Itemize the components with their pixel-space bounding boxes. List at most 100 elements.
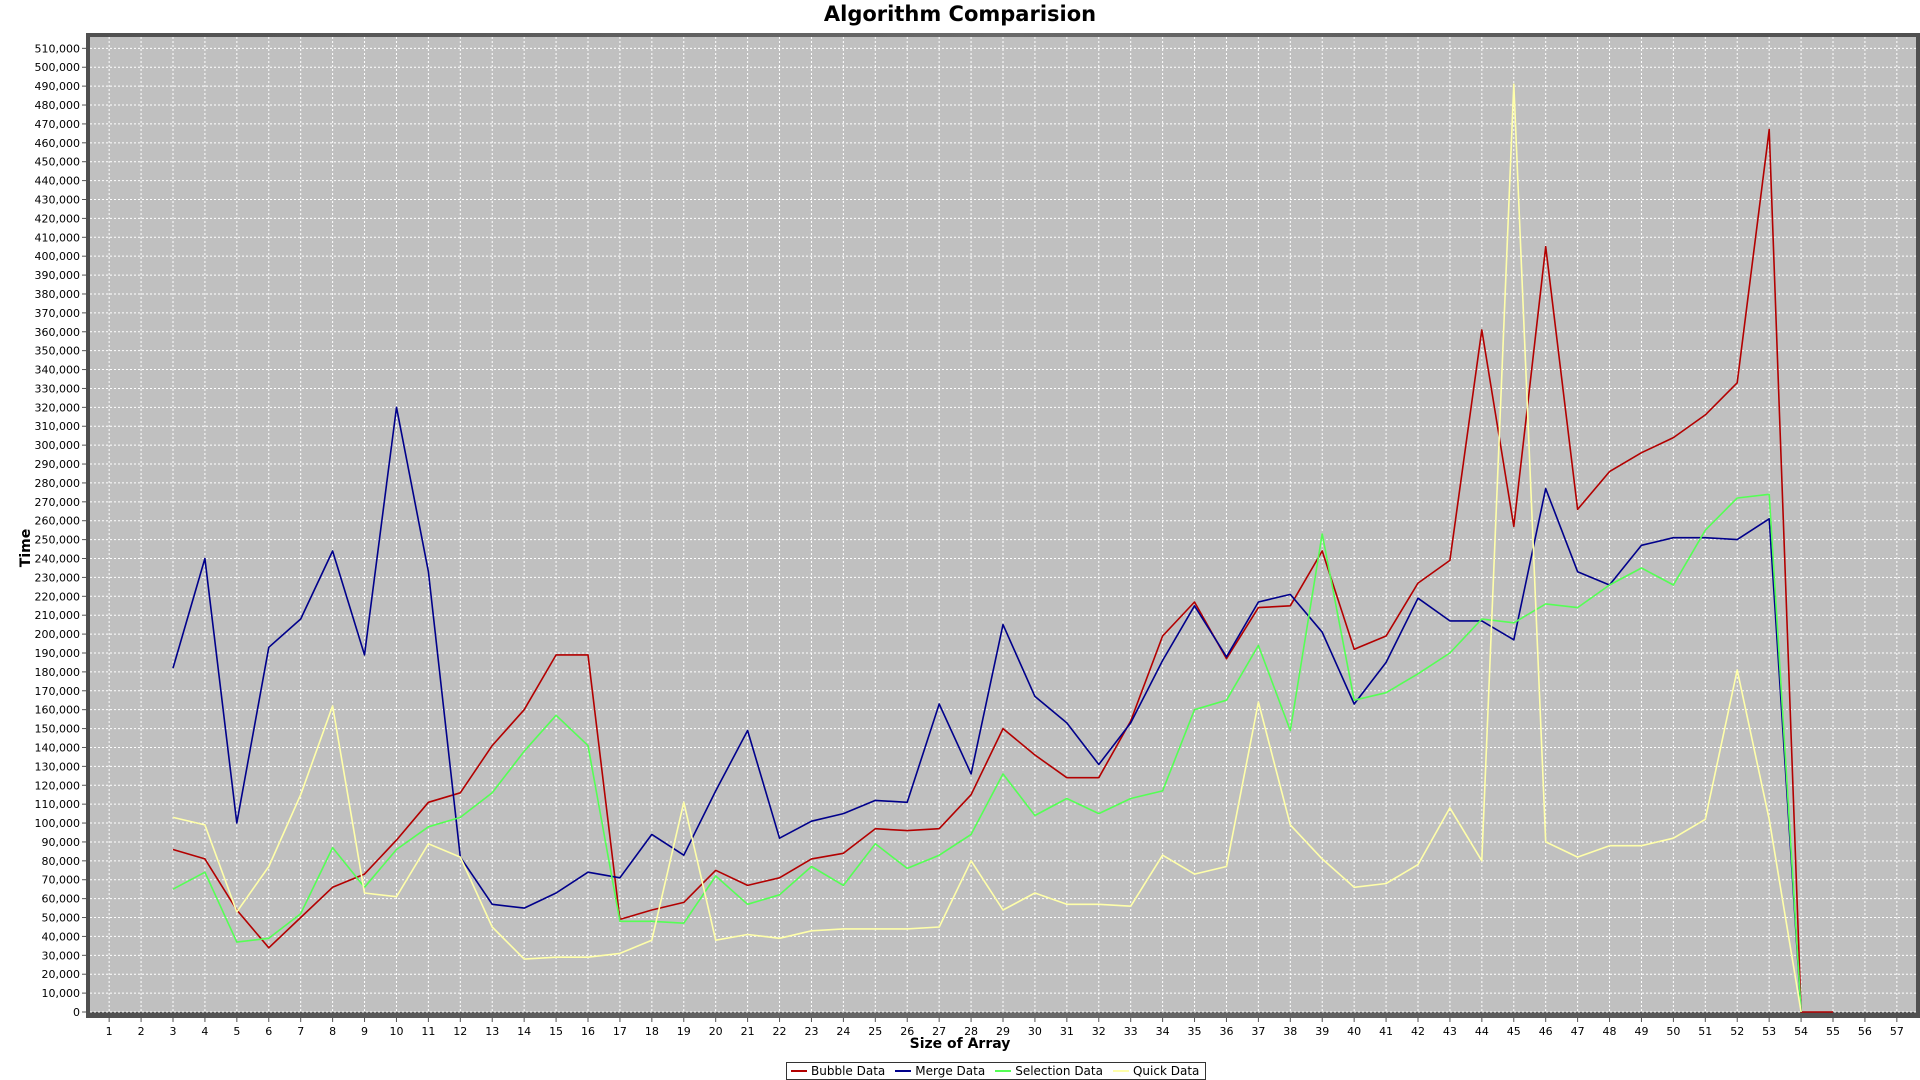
x-tick-label: 38: [1283, 1025, 1297, 1038]
x-tick-label: 41: [1379, 1025, 1393, 1038]
x-tick-label: 1: [106, 1025, 113, 1038]
x-tick-label: 4: [201, 1025, 208, 1038]
x-tick-label: 17: [613, 1025, 627, 1038]
y-tick-label: 370,000: [35, 307, 81, 320]
x-tick-label: 29: [996, 1025, 1010, 1038]
x-tick-label: 47: [1571, 1025, 1585, 1038]
y-tick-label: 70,000: [42, 874, 81, 887]
y-tick-label: 330,000: [35, 382, 81, 395]
y-tick-label: 290,000: [35, 458, 81, 471]
chart-title: Algorithm Comparision: [823, 2, 1097, 26]
y-tick-label: 270,000: [35, 496, 81, 509]
y-tick-label: 340,000: [35, 364, 81, 377]
x-tick-label: 15: [549, 1025, 563, 1038]
y-tick-label: 510,000: [35, 42, 81, 55]
x-tick-label: 56: [1858, 1025, 1872, 1038]
x-tick-label: 2: [138, 1025, 145, 1038]
y-tick-label: 400,000: [35, 250, 81, 263]
y-tick-label: 230,000: [35, 571, 81, 584]
y-tick-label: 220,000: [35, 590, 81, 603]
x-tick-label: 26: [900, 1025, 914, 1038]
x-tick-label: 27: [932, 1025, 946, 1038]
x-tick-label: 21: [741, 1025, 755, 1038]
y-tick-label: 420,000: [35, 212, 81, 225]
y-tick-label: 50,000: [42, 912, 81, 925]
x-tick-label: 32: [1092, 1025, 1106, 1038]
y-tick-label: 0: [73, 1006, 80, 1019]
series-line-bubble-data: [172, 128, 1833, 1013]
y-tick-label: 440,000: [35, 175, 81, 188]
x-tick-label: 19: [677, 1025, 691, 1038]
legend-swatch: [791, 1070, 807, 1072]
x-tick-label: 31: [1060, 1025, 1074, 1038]
legend-label: Merge Data: [915, 1064, 986, 1078]
x-tick-label: 43: [1443, 1025, 1457, 1038]
x-tick-label: 50: [1666, 1025, 1680, 1038]
legend: Bubble Data Merge Data Selection Data Quick…: [786, 1062, 1207, 1080]
y-tick-label: 190,000: [35, 647, 81, 660]
y-tick-label: 210,000: [35, 609, 81, 622]
legend-swatch: [895, 1070, 912, 1072]
y-tick-label: 170,000: [35, 685, 81, 698]
x-tick-label: 36: [1219, 1025, 1233, 1038]
x-tick-label: 34: [1156, 1025, 1170, 1038]
x-tick-label: 12: [453, 1025, 467, 1038]
y-tick-label: 20,000: [42, 968, 81, 981]
x-tick-label: 22: [773, 1025, 787, 1038]
y-tick-label: 100,000: [35, 817, 81, 830]
x-tick-label: 25: [868, 1025, 882, 1038]
y-tick-label: 280,000: [35, 477, 81, 490]
y-tick-label: 480,000: [35, 99, 81, 112]
y-tick-label: 470,000: [35, 118, 81, 131]
y-tick-label: 430,000: [35, 194, 81, 207]
x-tick-label: 51: [1698, 1025, 1712, 1038]
legend-swatch: [995, 1070, 1012, 1072]
y-tick-label: 180,000: [35, 666, 81, 679]
x-tick-label: 10: [389, 1025, 403, 1038]
x-tick-label: 24: [836, 1025, 850, 1038]
x-tick-label: 52: [1730, 1025, 1744, 1038]
legend-item-bubble-data: Bubble Data: [791, 1064, 885, 1078]
series-line-selection-data: [172, 493, 1802, 1013]
series-line-merge-data: [172, 406, 1802, 1013]
legend-item-quick-data: Quick Data: [1112, 1064, 1200, 1078]
y-tick-label: 130,000: [35, 760, 81, 773]
y-tick-label: 150,000: [35, 723, 81, 736]
x-tick-label: 28: [964, 1025, 978, 1038]
y-tick-label: 490,000: [35, 80, 81, 93]
y-tick-label: 30,000: [42, 949, 81, 962]
y-tick-label: 500,000: [35, 61, 81, 74]
x-tick-label: 42: [1411, 1025, 1425, 1038]
legend-label: Selection Data: [1015, 1064, 1103, 1078]
x-tick-label: 20: [709, 1025, 723, 1038]
legend-label: Bubble Data: [811, 1064, 886, 1078]
x-tick-label: 44: [1475, 1025, 1489, 1038]
x-tick-label: 8: [329, 1025, 336, 1038]
x-tick-label: 55: [1826, 1025, 1840, 1038]
x-tick-label: 54: [1794, 1025, 1808, 1038]
x-tick-label: 53: [1762, 1025, 1776, 1038]
x-tick-label: 35: [1188, 1025, 1202, 1038]
x-tick-label: 13: [485, 1025, 499, 1038]
series-line-quick-data: [172, 83, 1802, 1013]
x-tick-label: 23: [804, 1025, 818, 1038]
y-tick-label: 60,000: [42, 893, 81, 906]
legend-swatch: [1112, 1070, 1129, 1072]
x-tick-label: 14: [517, 1025, 531, 1038]
legend-label: Quick Data: [1132, 1064, 1200, 1078]
x-tick-label: 5: [233, 1025, 240, 1038]
x-tick-label: 3: [170, 1025, 177, 1038]
x-tick-label: 33: [1124, 1025, 1138, 1038]
x-tick-label: 49: [1634, 1025, 1648, 1038]
y-tick-label: 200,000: [35, 628, 81, 641]
x-tick-label: 11: [421, 1025, 435, 1038]
y-tick-label: 390,000: [35, 269, 81, 282]
x-tick-label: 45: [1507, 1025, 1521, 1038]
y-tick-label: 460,000: [35, 137, 81, 150]
legend-item-selection-data: Selection Data: [995, 1064, 1103, 1078]
y-tick-label: 40,000: [42, 930, 81, 943]
x-tick-label: 39: [1315, 1025, 1329, 1038]
x-tick-label: 46: [1539, 1025, 1553, 1038]
y-tick-label: 300,000: [35, 439, 81, 452]
